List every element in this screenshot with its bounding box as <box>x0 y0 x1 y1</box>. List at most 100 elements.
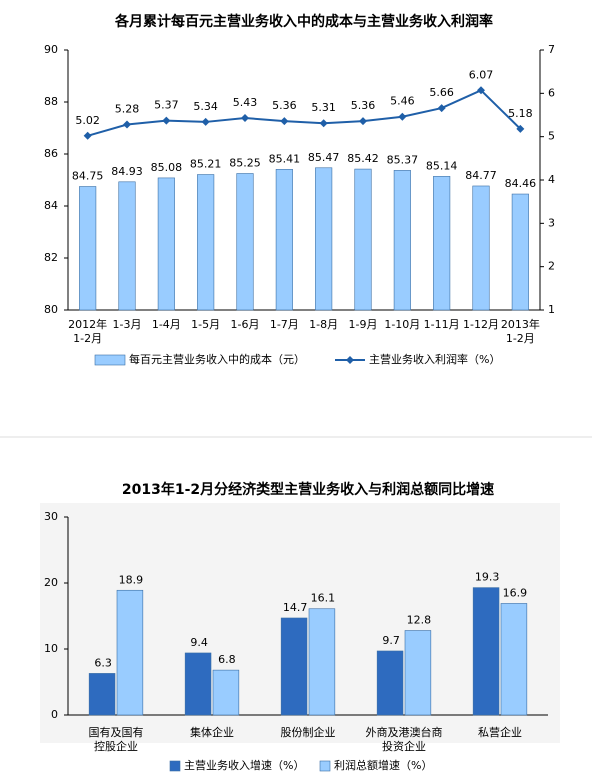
data-label: 84.77 <box>465 169 497 182</box>
y-tick-label: 86 <box>44 147 58 160</box>
legend-label: 每百元主营业务收入中的成本（元） <box>129 352 305 366</box>
x-tick-label: 2013年 1-2月 <box>501 317 540 345</box>
legend-label: 主营业务收入利润率（%） <box>369 352 500 366</box>
data-label: 84.75 <box>72 170 104 183</box>
legend-swatch <box>169 760 181 772</box>
bar <box>354 168 372 311</box>
x-tick-label: 1-7月 <box>270 318 299 331</box>
x-tick-label: 1-12月 <box>463 318 499 331</box>
data-label: 85.47 <box>308 151 340 164</box>
data-label: 5.66 <box>429 86 454 99</box>
line <box>87 89 522 137</box>
data-label: 5.34 <box>193 100 218 113</box>
x-tick-label: 1-4月 <box>152 318 181 331</box>
data-label: 14.7 <box>283 601 308 614</box>
data-label: 84.93 <box>111 165 143 178</box>
data-label: 85.25 <box>229 157 261 170</box>
legend-label: 利润总额增速（%） <box>334 758 432 772</box>
legend-label: 主营业务收入增速（%） <box>184 758 304 772</box>
x-tick-label: 1-9月 <box>349 318 378 331</box>
x-tick-label: 1-11月 <box>424 318 460 331</box>
bar <box>184 652 212 716</box>
bar <box>157 177 175 311</box>
y2-tick-label: 2 <box>548 260 555 273</box>
data-label: 9.4 <box>190 636 208 649</box>
x-tick-label: 2012年 1-2月 <box>68 317 107 345</box>
data-label: 5.28 <box>115 103 140 116</box>
y-tick-label: 90 <box>44 43 58 56</box>
data-label: 6.3 <box>94 656 112 669</box>
bar <box>236 173 254 311</box>
y2-tick-label: 1 <box>548 303 555 316</box>
data-label: 16.9 <box>503 586 528 599</box>
data-label: 12.8 <box>407 614 432 627</box>
data-label: 16.1 <box>311 592 336 605</box>
bar <box>116 589 144 716</box>
line-marker <box>359 117 367 126</box>
data-label: 6.8 <box>218 653 236 666</box>
x-tick-label: 外商及港澳台商投资企业 <box>366 725 443 753</box>
line-marker <box>437 104 446 113</box>
y-tick-label: 30 <box>44 510 58 523</box>
y-tick-label: 82 <box>44 251 58 264</box>
data-label: 85.21 <box>190 158 222 171</box>
y-tick-label: 88 <box>44 95 58 108</box>
data-label: 5.02 <box>75 114 100 127</box>
bar <box>88 673 116 716</box>
data-label: 5.43 <box>233 96 258 109</box>
bar <box>376 650 404 716</box>
bar <box>197 174 215 311</box>
y2-tick-label: 3 <box>548 216 555 229</box>
bar <box>79 186 97 311</box>
x-tick-label: 1-8月 <box>309 318 338 331</box>
y2-tick-label: 5 <box>548 130 555 143</box>
bar <box>393 170 411 311</box>
legend-swatch <box>346 356 354 364</box>
line-marker <box>123 120 131 129</box>
line-marker <box>516 124 525 133</box>
data-label: 18.9 <box>119 573 144 586</box>
line-marker <box>83 131 92 140</box>
y2-tick-label: 4 <box>548 173 555 186</box>
data-label: 85.08 <box>151 161 183 174</box>
x-tick-label: 私营企业 <box>478 725 522 739</box>
y2-tick-label: 6 <box>548 86 555 99</box>
x-tick-label: 集体企业 <box>190 725 234 739</box>
data-label: 6.07 <box>469 68 494 81</box>
x-tick-label: 1-3月 <box>113 318 142 331</box>
data-label: 85.41 <box>269 152 301 165</box>
data-label: 5.36 <box>272 99 297 112</box>
data-label: 85.37 <box>387 153 419 166</box>
bar <box>212 669 240 716</box>
bar <box>472 185 490 311</box>
line-marker <box>477 86 485 95</box>
bar <box>275 169 293 311</box>
bar <box>433 176 451 311</box>
y-tick-label: 10 <box>44 642 58 655</box>
y-tick-label: 0 <box>51 708 58 721</box>
line-marker <box>319 119 328 128</box>
data-label: 85.14 <box>426 159 458 172</box>
x-tick-label: 1-6月 <box>231 318 260 331</box>
data-label: 5.46 <box>390 95 415 108</box>
line-marker <box>162 116 171 125</box>
line-marker <box>398 112 407 121</box>
legend-swatch <box>94 354 126 366</box>
bar <box>308 608 336 716</box>
x-tick-label: 股份制企业 <box>281 725 336 739</box>
data-label: 84.46 <box>505 177 537 190</box>
legend-swatch <box>319 760 331 772</box>
chart-title: 2013年1-2月分经济类型主营业务收入与利润总额同比增速 <box>122 481 494 498</box>
x-tick-label: 1-5月 <box>191 318 220 331</box>
line-marker <box>201 117 210 126</box>
data-label: 5.36 <box>351 99 376 112</box>
y-tick-label: 84 <box>44 199 58 212</box>
data-label: 5.37 <box>154 99 179 112</box>
bar <box>280 617 308 716</box>
x-tick-label: 1-10月 <box>384 318 420 331</box>
bar <box>404 630 432 716</box>
data-label: 5.18 <box>508 107 533 120</box>
data-label: 5.31 <box>311 101 336 114</box>
bar <box>315 167 333 311</box>
